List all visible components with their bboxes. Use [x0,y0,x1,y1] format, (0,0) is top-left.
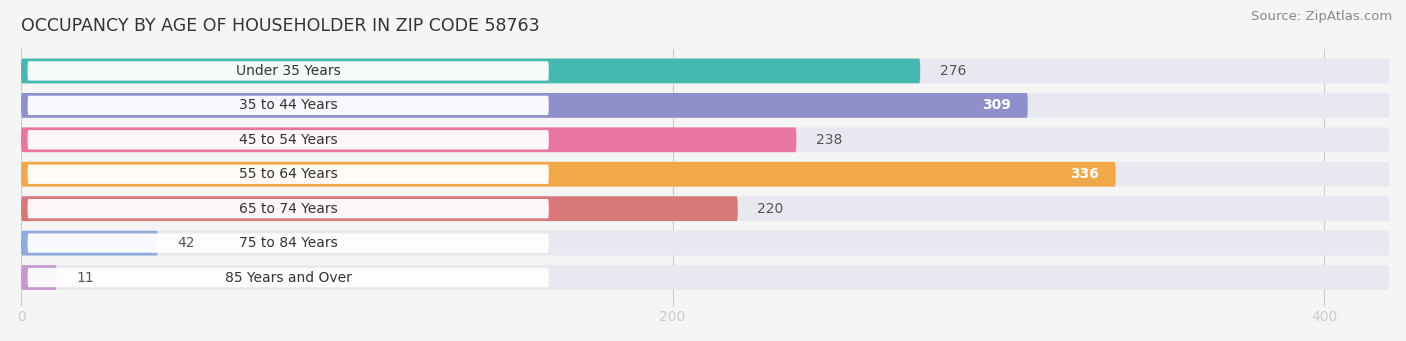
FancyBboxPatch shape [21,162,1116,187]
Text: 11: 11 [76,270,94,284]
Text: 85 Years and Over: 85 Years and Over [225,270,352,284]
Text: 336: 336 [1070,167,1099,181]
FancyBboxPatch shape [21,231,157,255]
Text: 238: 238 [815,133,842,147]
FancyBboxPatch shape [21,128,796,152]
Text: Under 35 Years: Under 35 Years [236,64,340,78]
FancyBboxPatch shape [28,130,548,149]
FancyBboxPatch shape [21,196,1389,221]
Text: OCCUPANCY BY AGE OF HOUSEHOLDER IN ZIP CODE 58763: OCCUPANCY BY AGE OF HOUSEHOLDER IN ZIP C… [21,17,540,35]
Text: 276: 276 [939,64,966,78]
Text: 45 to 54 Years: 45 to 54 Years [239,133,337,147]
FancyBboxPatch shape [21,265,56,290]
FancyBboxPatch shape [21,231,1389,255]
Text: 35 to 44 Years: 35 to 44 Years [239,98,337,113]
Text: 309: 309 [983,98,1011,113]
FancyBboxPatch shape [28,268,548,287]
Text: 75 to 84 Years: 75 to 84 Years [239,236,337,250]
FancyBboxPatch shape [28,61,548,80]
FancyBboxPatch shape [21,59,920,83]
FancyBboxPatch shape [21,265,1389,290]
FancyBboxPatch shape [21,162,1389,187]
FancyBboxPatch shape [21,128,1389,152]
FancyBboxPatch shape [21,93,1389,118]
Text: Source: ZipAtlas.com: Source: ZipAtlas.com [1251,10,1392,23]
FancyBboxPatch shape [21,196,738,221]
FancyBboxPatch shape [28,96,548,115]
Text: 55 to 64 Years: 55 to 64 Years [239,167,337,181]
FancyBboxPatch shape [21,93,1028,118]
Text: 220: 220 [758,202,783,216]
FancyBboxPatch shape [28,234,548,253]
Text: 65 to 74 Years: 65 to 74 Years [239,202,337,216]
Text: 42: 42 [177,236,195,250]
FancyBboxPatch shape [28,165,548,184]
FancyBboxPatch shape [21,59,1389,83]
FancyBboxPatch shape [28,199,548,218]
